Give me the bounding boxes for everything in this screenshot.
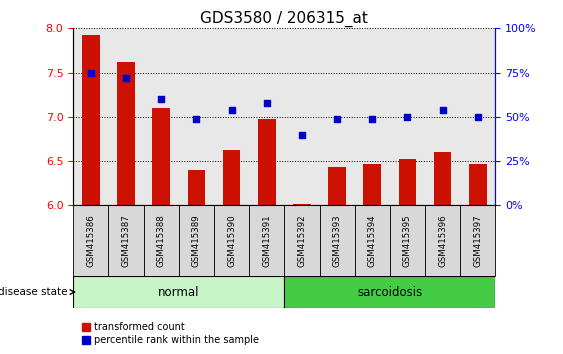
Point (333, 116, 342, 121)
Text: GSM415393: GSM415393 (333, 215, 342, 267)
Point (473, 114, 482, 120)
Point (262, 100, 271, 105)
Text: disease state: disease state (0, 287, 68, 297)
Bar (108, 205, 144, 276)
Bar (223, 149, 240, 205)
Text: GSM415394: GSM415394 (368, 215, 377, 267)
Bar (293, 204, 311, 205)
Text: GSM415395: GSM415395 (403, 215, 412, 267)
Text: sarcoidosis: sarcoidosis (358, 286, 422, 298)
Bar (187, 170, 205, 205)
Bar (390, 205, 425, 276)
Bar (320, 205, 355, 276)
Text: GSM415387: GSM415387 (122, 214, 131, 267)
Point (157, 96, 166, 102)
Title: GDS3580 / 206315_at: GDS3580 / 206315_at (200, 11, 368, 27)
Bar (469, 164, 486, 205)
Point (192, 116, 201, 121)
Point (86, 70, 95, 75)
Bar (284, 205, 320, 276)
Point (403, 114, 412, 120)
Bar (355, 205, 390, 276)
Bar (82, 35, 100, 205)
Text: GSM415390: GSM415390 (227, 215, 236, 267)
Bar (214, 205, 249, 276)
Point (368, 116, 377, 121)
Point (122, 75, 131, 81)
Bar (73, 276, 284, 308)
Text: GSM415389: GSM415389 (192, 215, 201, 267)
Bar (364, 164, 381, 205)
Point (227, 107, 236, 113)
Point (297, 132, 306, 137)
Text: GSM415392: GSM415392 (297, 215, 306, 267)
Text: GSM415397: GSM415397 (473, 215, 482, 267)
Bar (258, 120, 275, 205)
Text: GSM415396: GSM415396 (438, 215, 447, 267)
Legend: transformed count, percentile rank within the sample: transformed count, percentile rank withi… (78, 319, 262, 349)
Bar (425, 205, 461, 276)
Bar (179, 205, 214, 276)
Point (438, 107, 447, 113)
Bar (153, 108, 170, 205)
Bar (73, 205, 108, 276)
Bar (144, 205, 179, 276)
Text: GSM415391: GSM415391 (262, 215, 271, 267)
Bar (461, 205, 495, 276)
Bar (399, 159, 416, 205)
Bar (328, 167, 346, 205)
Bar (434, 152, 452, 205)
Bar (284, 276, 495, 308)
Bar (249, 205, 284, 276)
Text: normal: normal (158, 286, 199, 298)
Text: GSM415388: GSM415388 (157, 214, 166, 267)
Text: GSM415386: GSM415386 (86, 214, 95, 267)
Bar (117, 62, 135, 205)
